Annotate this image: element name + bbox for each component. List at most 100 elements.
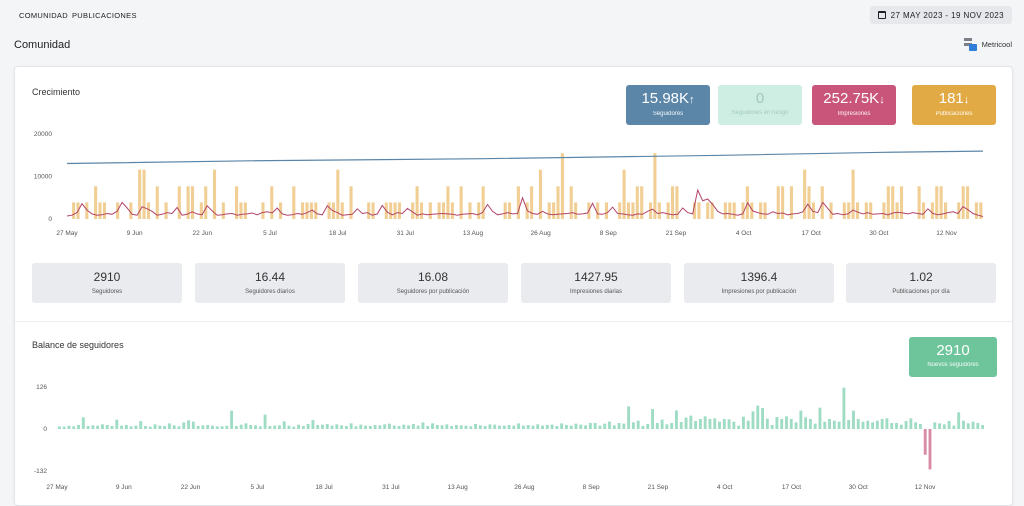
balance-bar	[660, 419, 664, 429]
balance-bar	[651, 409, 654, 429]
balance-bar	[737, 425, 741, 429]
posts-bar	[979, 202, 983, 219]
balance-bar	[598, 425, 602, 429]
balance-bar	[531, 425, 535, 429]
balance-bar	[560, 423, 564, 429]
posts-bar	[895, 202, 899, 219]
posts-bar	[922, 202, 926, 219]
arrow-down-icon: ↓	[879, 94, 885, 106]
section-divider	[15, 321, 1014, 322]
stat-label: Publicaciones por día	[892, 289, 950, 295]
balance-bar	[847, 420, 851, 429]
balance-x-tick: 12 Nov	[915, 484, 936, 491]
balance-bar	[273, 425, 277, 429]
balance-bar	[258, 426, 262, 429]
posts-bar	[631, 202, 635, 219]
posts-bar	[503, 202, 507, 219]
balance-bar	[895, 423, 898, 429]
posts-bar	[367, 202, 371, 219]
balance-bar	[622, 423, 626, 429]
kpi-new-followers-value: 2910	[936, 342, 970, 359]
balance-bar	[655, 423, 659, 429]
date-range-picker[interactable]: 27 MAY 2023 - 19 NOV 2023	[869, 6, 1012, 24]
kpi-new-followers[interactable]: 2910 Nuevos seguidores	[909, 337, 997, 377]
balance-bar	[498, 425, 501, 429]
balance-bar	[282, 421, 286, 429]
posts-bar	[305, 202, 309, 219]
balance-bar	[359, 424, 363, 429]
growth-x-tick: 30 Oct	[869, 230, 888, 237]
balance-bar	[177, 426, 181, 429]
balance-bar	[211, 425, 214, 429]
balance-bar	[435, 425, 439, 429]
balance-bar	[120, 425, 124, 429]
kpi-impressions[interactable]: 252.75K↓ Impresiones	[812, 85, 896, 125]
stat-value: 16.08	[417, 270, 449, 284]
posts-bar	[957, 202, 961, 219]
posts-bar	[85, 202, 89, 219]
balance-bar	[364, 425, 367, 429]
nav-comunidad[interactable]: COMUNIDAD	[19, 11, 68, 20]
nav-publicaciones[interactable]: PUBLICACIONES	[72, 11, 137, 20]
posts-bar	[301, 202, 305, 219]
posts-bar	[411, 202, 415, 219]
posts-bar	[675, 186, 679, 219]
balance-bar	[340, 425, 344, 429]
posts-bar	[155, 186, 159, 219]
growth-chart: 20000 10000 0 27 May 9 Jun 22 Jun 5 Jul 18 Jul 3…	[34, 131, 984, 237]
balance-bar	[727, 419, 731, 429]
balance-bar	[230, 410, 234, 429]
balance-bar	[842, 387, 846, 429]
balance-bar	[541, 425, 544, 429]
posts-bar	[397, 202, 402, 219]
balance-bar	[775, 417, 779, 429]
balance-bar	[459, 425, 463, 429]
posts-bar	[349, 186, 353, 219]
posts-bar	[803, 169, 807, 219]
posts-bar	[618, 202, 622, 219]
balance-bar	[91, 425, 95, 429]
balance-bar	[938, 423, 941, 429]
posts-bar	[98, 202, 102, 219]
balance-bar	[124, 425, 128, 429]
balance-x-tick: 8 Sep	[583, 484, 600, 491]
balance-bar	[321, 424, 324, 429]
posts-bar	[944, 202, 948, 219]
balance-bar	[923, 429, 927, 455]
posts-bar	[552, 202, 556, 219]
balance-x-tick: 22 Jun	[181, 484, 201, 491]
posts-bar	[917, 186, 921, 219]
posts-bar	[204, 186, 208, 219]
balance-bar	[641, 426, 645, 429]
balance-bar	[158, 425, 162, 429]
balance-bar	[971, 421, 975, 429]
balance-bar	[823, 421, 827, 429]
kpi-followers-at-risk[interactable]: 0 Seguidores en riesgo	[718, 85, 802, 125]
posts-bar	[750, 202, 754, 219]
balance-bar	[287, 425, 291, 429]
posts-bar	[314, 202, 318, 219]
balance-bar	[263, 414, 267, 429]
balance-bar	[746, 420, 750, 429]
balance-bar	[856, 419, 860, 429]
balance-x-tick: 18 Jul	[315, 484, 333, 491]
kpi-new-followers-label: Nuevos seguidores	[927, 362, 979, 368]
posts-bar	[235, 186, 239, 219]
balance-bar	[569, 425, 573, 429]
arrow-up-icon: ↑	[689, 94, 695, 106]
posts-bar	[781, 186, 785, 219]
balance-bar	[297, 424, 301, 429]
balance-bar	[306, 424, 310, 429]
balance-bar	[292, 426, 296, 429]
balance-chart: 126 0 -132 27 May 9 Jun 22 Jun 5 Jul 18 Jul 31 J…	[34, 384, 985, 491]
kpi-followers[interactable]: 15.98K↑ Seguidores	[626, 85, 710, 125]
growth-title: Crecimiento	[32, 87, 81, 97]
posts-bar	[697, 202, 701, 219]
kpi-posts[interactable]: 181↓ Publicaciones	[912, 85, 996, 125]
growth-x-tick: 31 Jul	[397, 230, 415, 237]
balance-bar	[191, 421, 195, 429]
posts-bar	[437, 202, 441, 219]
balance-bar	[81, 417, 85, 429]
balance-bar	[77, 425, 80, 429]
kpi-impressions-value: 252.75K	[823, 90, 880, 107]
